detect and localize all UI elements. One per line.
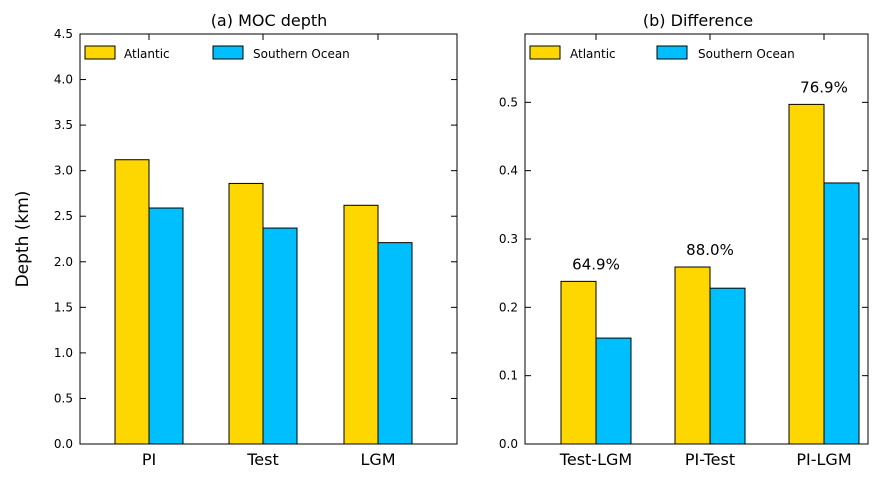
legend: Atlantic Southern Ocean (84, 45, 350, 61)
bar-southern-ocean-test (262, 227, 298, 445)
y-tick-label: 0.0 (54, 437, 73, 451)
x-ticks: Test-LGM PI-Test PI-LGM (559, 34, 852, 469)
x-tick-label: PI-LGM (796, 450, 851, 469)
x-tick-label: Test-LGM (559, 450, 632, 469)
y-tick-label: 4.5 (54, 27, 73, 41)
chart-title: (a) MOC depth (211, 11, 328, 30)
annotation-percent: 88.0% (686, 241, 734, 259)
plot-frame (524, 33, 869, 445)
x-tick-label: Test (246, 450, 279, 469)
bar-atlantic-test (228, 182, 264, 445)
legend-swatch-southern-ocean (656, 45, 688, 60)
panel-difference: (b) Difference 0.0 0.1 0.2 0.3 0.4 0.5 Test-L… (499, 11, 869, 469)
bar-atlantic-test-lgm (560, 280, 597, 445)
y-tick-label: 3.0 (54, 164, 73, 178)
bar-atlantic-pi (114, 159, 150, 445)
annotations: 64.9% 88.0% 76.9% (572, 78, 848, 273)
annotation-percent: 76.9% (800, 78, 848, 96)
y-ticks: 0.0 0.1 0.2 0.3 0.4 0.5 (499, 95, 868, 451)
bar-southern-ocean-lgm (377, 242, 413, 445)
legend-swatch-atlantic (529, 45, 561, 60)
bar-atlantic-lgm (343, 204, 379, 445)
legend-swatch-southern-ocean (212, 45, 244, 60)
y-tick-label: 0.1 (499, 369, 518, 383)
y-tick-label: 2.0 (54, 255, 73, 269)
bar-southern-ocean-pi (148, 207, 184, 445)
annotation-percent: 64.9% (572, 255, 620, 273)
bar-atlantic-pi-test (674, 266, 711, 445)
legend: Atlantic Southern Ocean (529, 45, 795, 61)
legend-label-southern-ocean: Southern Ocean (698, 47, 795, 61)
x-tick-label: PI-Test (685, 450, 735, 469)
legend-label-atlantic: Atlantic (570, 47, 616, 61)
bars (114, 159, 413, 445)
y-tick-label: 0.0 (499, 437, 518, 451)
panel-moc-depth: (a) MOC depth Depth (km) 0.0 0.5 1.0 1.5 2.0… (13, 11, 458, 469)
bar-southern-ocean-test-lgm (595, 337, 632, 445)
chart-title: (b) Difference (643, 11, 753, 30)
y-tick-label: 0.4 (499, 164, 518, 178)
bars (560, 103, 860, 445)
y-tick-label: 2.5 (54, 209, 73, 223)
legend-swatch-atlantic (84, 45, 116, 60)
y-tick-label: 0.5 (499, 95, 518, 109)
y-tick-label: 1.5 (54, 300, 73, 314)
bar-atlantic-pi-lgm (788, 103, 825, 445)
y-tick-label: 4.0 (54, 73, 73, 87)
y-axis-label: Depth (km) (13, 191, 33, 288)
legend-label-atlantic: Atlantic (124, 47, 170, 61)
y-tick-label: 0.3 (499, 232, 518, 246)
bar-southern-ocean-pi-test (709, 287, 746, 445)
y-ticks: 0.0 0.5 1.0 1.5 2.0 2.5 3.0 3.5 4.0 4.5 (54, 27, 457, 451)
y-tick-label: 0.5 (54, 391, 73, 405)
bar-southern-ocean-pi-lgm (823, 182, 860, 445)
y-tick-label: 1.0 (54, 346, 73, 360)
plot-frame (79, 33, 458, 445)
legend-label-southern-ocean: Southern Ocean (253, 47, 350, 61)
y-tick-label: 3.5 (54, 118, 73, 132)
x-tick-label: PI (142, 450, 156, 469)
x-ticks: PI Test LGM (142, 34, 396, 469)
y-tick-label: 0.2 (499, 300, 518, 314)
x-tick-label: LGM (360, 450, 395, 469)
